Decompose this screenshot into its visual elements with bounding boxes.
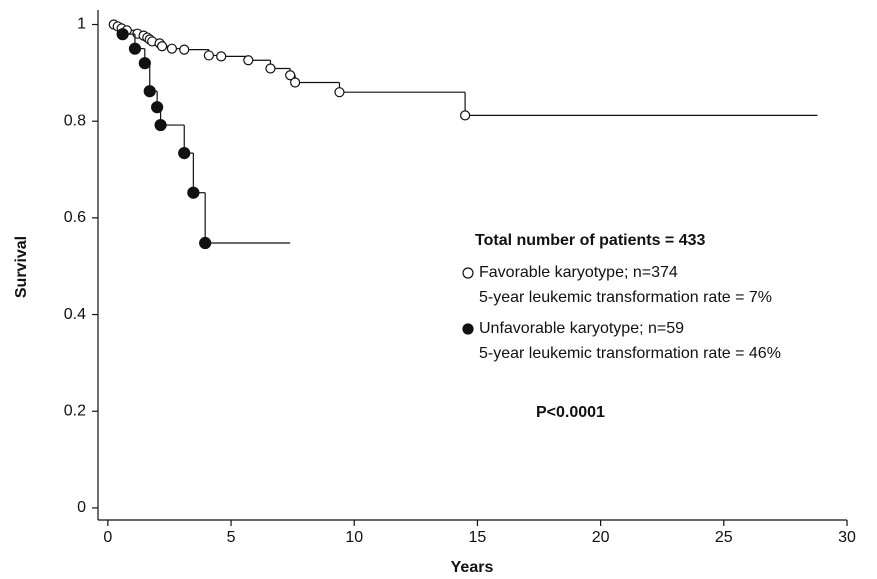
censor-marker: [156, 41, 168, 52]
y-tick-label: 0.6: [64, 209, 86, 226]
censor-marker: [187, 186, 200, 199]
x-tick-label: 20: [592, 529, 610, 546]
x-tick-label: 25: [715, 529, 733, 546]
censor-marker: [138, 57, 151, 70]
censor-marker: [143, 85, 156, 98]
legend-label: Favorable karyotype; n=374: [479, 264, 678, 281]
censor-marker: [290, 77, 301, 88]
legend-marker: [462, 267, 474, 279]
y-tick-label: 0.4: [64, 306, 86, 323]
censor-marker: [285, 70, 296, 81]
x-tick-label: 30: [838, 529, 856, 546]
censor-marker: [199, 236, 212, 250]
x-tick-label: 5: [227, 529, 236, 546]
legend-note: 5-year leukemic transformation rate = 46…: [479, 345, 781, 362]
censor-marker: [460, 110, 471, 121]
censor-marker: [154, 118, 167, 132]
x-tick-label: 0: [103, 529, 112, 546]
y-tick-label: 0.2: [64, 402, 86, 419]
censor-marker: [216, 51, 227, 62]
censor-marker: [334, 87, 345, 98]
y-tick-label: 0: [77, 499, 86, 516]
legend-marker: [462, 323, 474, 335]
censor-marker: [265, 63, 276, 74]
x-tick-label: 15: [469, 529, 487, 546]
censor-marker: [128, 42, 142, 55]
censor-marker: [203, 50, 214, 61]
y-tick-label: 1: [77, 16, 86, 33]
x-axis-label: Years: [451, 559, 494, 576]
y-axis-label: Survival: [13, 236, 30, 298]
censor-marker: [151, 101, 164, 114]
censor-marker: [116, 28, 129, 41]
censor-marker: [243, 55, 254, 66]
legend-title: Total number of patients = 433: [475, 232, 706, 249]
censor-marker: [179, 44, 190, 55]
legend-note: 5-year leukemic transformation rate = 7%: [479, 289, 772, 306]
y-tick-label: 0.8: [64, 112, 86, 129]
censor-marker: [166, 43, 178, 54]
legend-label: Unfavorable karyotype; n=59: [479, 320, 684, 337]
p-value: P<0.0001: [536, 404, 605, 421]
censor-marker: [178, 146, 191, 160]
x-tick-label: 10: [345, 529, 363, 546]
